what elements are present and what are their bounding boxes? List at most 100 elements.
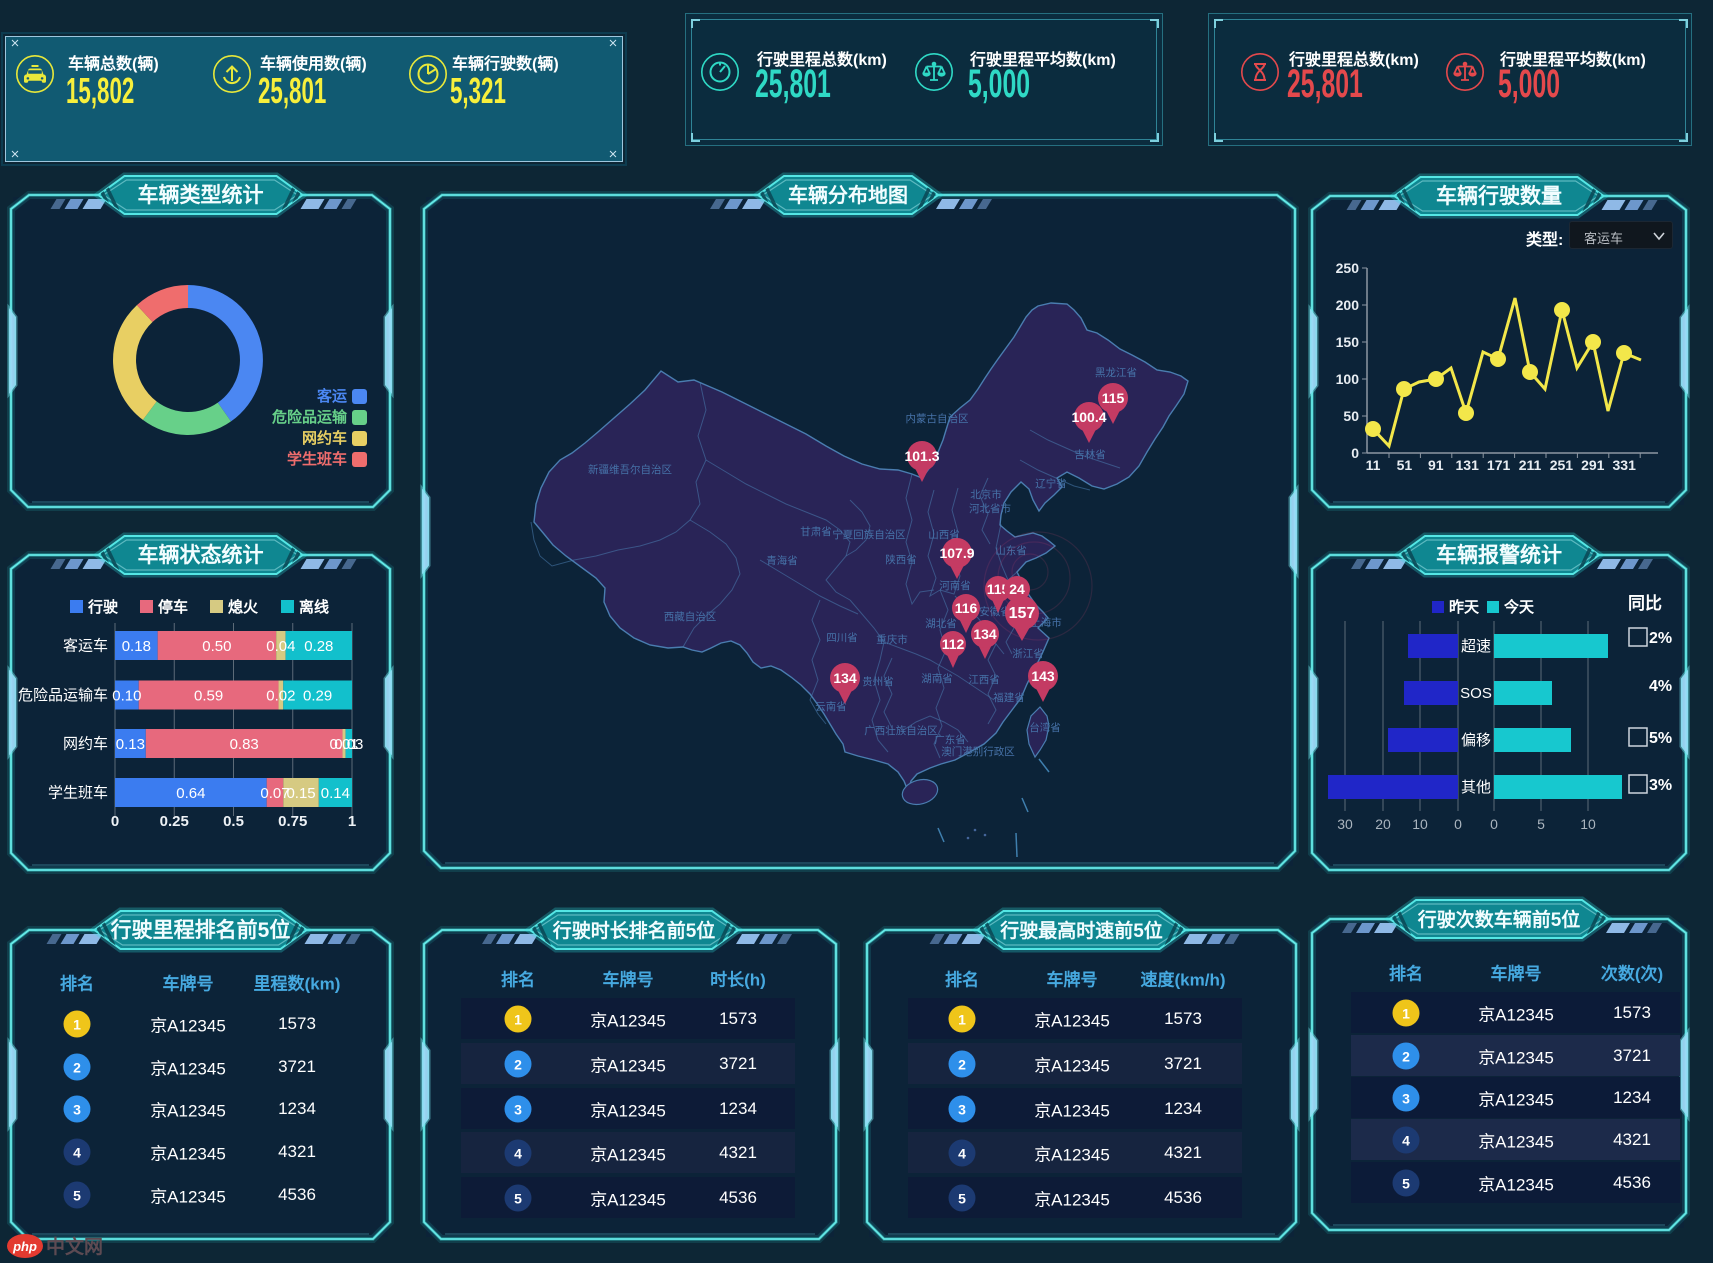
svg-text:5: 5 <box>1537 816 1545 832</box>
svg-text:171: 171 <box>1487 457 1511 473</box>
svg-text:1: 1 <box>348 813 356 830</box>
svg-text:车辆类型统计: 车辆类型统计 <box>138 183 264 207</box>
svg-text:学生班车: 学生班车 <box>287 450 347 468</box>
svg-text:浙江省: 浙江省 <box>1012 647 1044 660</box>
svg-text:0.25: 0.25 <box>160 813 189 830</box>
svg-text:其他: 其他 <box>1461 779 1491 796</box>
svg-text:0.64: 0.64 <box>176 785 205 802</box>
svg-text:车辆状态统计: 车辆状态统计 <box>138 543 264 567</box>
svg-text:30: 30 <box>1337 816 1353 832</box>
svg-text:134: 134 <box>833 670 857 686</box>
svg-text:0.15: 0.15 <box>286 785 315 802</box>
svg-text:熄火: 熄火 <box>228 598 259 616</box>
svg-text:广东省: 广东省 <box>934 733 966 746</box>
svg-text:5%: 5% <box>1649 730 1672 747</box>
svg-text:115: 115 <box>1102 390 1125 406</box>
svg-text:网约车: 网约车 <box>63 736 108 753</box>
svg-text:偏移: 偏移 <box>1461 732 1491 749</box>
svg-text:0.83: 0.83 <box>230 736 259 753</box>
svg-text:危险品运输车: 危险品运输车 <box>18 687 108 704</box>
svg-text:山东省: 山东省 <box>995 544 1027 557</box>
svg-text:停车: 停车 <box>158 598 188 616</box>
svg-text:中文网: 中文网 <box>46 1235 103 1258</box>
svg-text:2%: 2% <box>1649 630 1672 647</box>
svg-text:0.02: 0.02 <box>266 688 295 705</box>
svg-text:100: 100 <box>1336 371 1360 387</box>
svg-text:青海省: 青海省 <box>766 554 798 567</box>
svg-text:0.5: 0.5 <box>223 813 244 830</box>
svg-text:10: 10 <box>1412 816 1428 832</box>
svg-text:行驶最高时速前5位: 行驶最高时速前5位 <box>999 919 1163 942</box>
svg-text:上海市: 上海市 <box>1030 616 1062 629</box>
svg-text:陕西省: 陕西省 <box>885 553 917 566</box>
svg-text:91: 91 <box>1428 457 1444 473</box>
svg-text:0.18: 0.18 <box>122 638 151 655</box>
svg-text:0.10: 0.10 <box>112 688 141 705</box>
svg-text:150: 150 <box>1336 334 1360 350</box>
svg-text:新疆维吾尔自治区: 新疆维吾尔自治区 <box>588 463 672 476</box>
svg-text:车辆行驶数量: 车辆行驶数量 <box>1436 184 1562 208</box>
svg-text:黑龙江省: 黑龙江省 <box>1095 366 1137 379</box>
svg-text:车辆分布地图: 车辆分布地图 <box>788 183 908 207</box>
svg-text:云南省: 云南省 <box>815 700 847 713</box>
svg-text:行驶次数车辆前5位: 行驶次数车辆前5位 <box>1417 908 1581 931</box>
svg-text:甘肃省: 甘肃省 <box>800 525 832 538</box>
svg-text:安徽省: 安徽省 <box>979 605 1011 618</box>
svg-text:行驶时长排名前5位: 行驶时长排名前5位 <box>552 919 716 942</box>
svg-text:离线: 离线 <box>299 598 329 616</box>
svg-text:0: 0 <box>111 813 119 830</box>
svg-text:107.9: 107.9 <box>939 545 974 561</box>
svg-text:行驶里程排名前5位: 行驶里程排名前5位 <box>110 918 291 942</box>
svg-text:0.01: 0.01 <box>329 736 358 753</box>
svg-text:131: 131 <box>1456 457 1480 473</box>
svg-text:0.04: 0.04 <box>266 638 295 655</box>
svg-text:昨天: 昨天 <box>1449 598 1480 616</box>
svg-text:SOS: SOS <box>1460 685 1492 702</box>
svg-text:0.03: 0.03 <box>334 736 363 753</box>
svg-text:116: 116 <box>955 600 978 616</box>
svg-text:0.14: 0.14 <box>321 785 350 802</box>
svg-text:0: 0 <box>1454 816 1462 832</box>
svg-text:今天: 今天 <box>1503 598 1535 616</box>
svg-text:网约车: 网约车 <box>302 429 347 447</box>
svg-text:51: 51 <box>1397 457 1413 473</box>
svg-text:0.59: 0.59 <box>194 688 223 705</box>
svg-text:0: 0 <box>1351 445 1359 461</box>
svg-text:20: 20 <box>1375 816 1391 832</box>
svg-text:200: 200 <box>1336 297 1360 313</box>
svg-text:辽宁省: 辽宁省 <box>1035 477 1067 490</box>
svg-text:客运车: 客运车 <box>63 638 108 655</box>
svg-text:吉林省: 吉林省 <box>1074 448 1106 461</box>
svg-text:php: php <box>12 1239 37 1254</box>
svg-text:250: 250 <box>1336 260 1360 276</box>
svg-text:0.28: 0.28 <box>304 638 333 655</box>
svg-text:10: 10 <box>1580 816 1596 832</box>
svg-text:11: 11 <box>1366 457 1381 473</box>
svg-text:3%: 3% <box>1649 777 1672 794</box>
svg-text:湖北省: 湖北省 <box>925 617 957 630</box>
svg-text:河北省市: 河北省市 <box>969 502 1011 515</box>
svg-text:50: 50 <box>1343 408 1359 424</box>
svg-text:291: 291 <box>1581 457 1605 473</box>
svg-text:河南省: 河南省 <box>939 579 971 592</box>
svg-text:0.75: 0.75 <box>278 813 307 830</box>
svg-text:134: 134 <box>973 626 997 642</box>
svg-text:危险品运输: 危险品运输 <box>272 408 348 426</box>
svg-text:行驶: 行驶 <box>87 598 118 616</box>
svg-text:广西壮族自治区: 广西壮族自治区 <box>864 724 938 737</box>
svg-text:山西省: 山西省 <box>928 528 960 541</box>
svg-text:重庆市: 重庆市 <box>876 633 908 646</box>
svg-text:澳门港别行政区: 澳门港别行政区 <box>941 745 1015 758</box>
svg-text:112: 112 <box>942 636 965 652</box>
svg-text:0.07: 0.07 <box>260 785 289 802</box>
svg-text:115: 115 <box>987 581 1010 597</box>
svg-text:211: 211 <box>1519 457 1542 473</box>
svg-text:4%: 4% <box>1649 678 1672 695</box>
svg-text:超速: 超速 <box>1461 638 1491 655</box>
svg-text:宁夏回族自治区: 宁夏回族自治区 <box>832 528 906 541</box>
svg-text:西藏自治区: 西藏自治区 <box>664 610 717 623</box>
svg-text:0: 0 <box>1490 816 1498 832</box>
svg-text:江西省: 江西省 <box>968 673 1000 686</box>
svg-text:内蒙古自治区: 内蒙古自治区 <box>906 412 969 425</box>
svg-text:学生班车: 学生班车 <box>48 785 108 802</box>
